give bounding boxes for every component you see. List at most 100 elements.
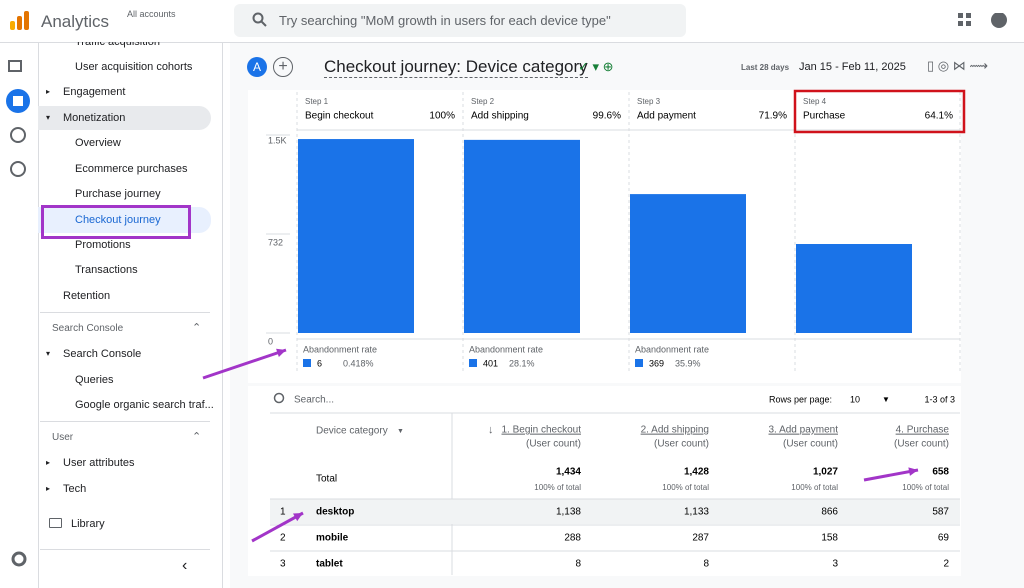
- avatar[interactable]: A: [247, 57, 267, 77]
- nav-item[interactable]: Ecommerce purchases: [75, 163, 188, 175]
- caret[interactable]: ▸: [46, 87, 51, 96]
- nav-item[interactable]: Transactions: [75, 264, 138, 276]
- step-name: Add shipping: [471, 111, 529, 122]
- cell: 8: [575, 559, 581, 570]
- column-unit: (User count): [654, 439, 709, 450]
- cell: 288: [564, 533, 581, 544]
- total-value: 658: [932, 467, 949, 478]
- abandon-count: 369: [649, 358, 664, 368]
- column-header: 1. Begin checkout: [502, 425, 582, 436]
- section-header[interactable]: User: [52, 432, 74, 443]
- step-label: Step 1: [305, 97, 329, 106]
- cell: 1: [280, 507, 286, 518]
- section-header[interactable]: Search Console: [52, 323, 124, 334]
- highlight-box: [793, 89, 966, 134]
- cell: 587: [932, 507, 949, 518]
- total-value: 1,428: [684, 467, 709, 478]
- dimension-caret: ▼: [397, 428, 404, 435]
- column-unit: (User count): [894, 439, 949, 450]
- search-icon: [252, 12, 267, 27]
- bar: [796, 244, 912, 333]
- cell: 866: [821, 507, 838, 518]
- cell: 158: [821, 533, 838, 544]
- step-label: Step 4: [803, 97, 827, 106]
- cell: 3: [280, 559, 286, 570]
- toolbar-icons[interactable]: ▯ ◎ ⋈ ⟿: [927, 58, 988, 73]
- nav-item[interactable]: Retention: [63, 290, 111, 302]
- date-prefix[interactable]: Last 28 days: [741, 63, 790, 72]
- account-label[interactable]: All accounts: [127, 9, 176, 19]
- nav-rail: [0, 43, 39, 588]
- app-name: Analytics: [41, 12, 110, 31]
- annotation-box: [41, 205, 191, 239]
- step-label: Step 2: [471, 97, 495, 106]
- abandon-rate: 0.418%: [343, 358, 374, 368]
- row-highlight: [270, 499, 960, 524]
- settings-icon[interactable]: [10, 550, 28, 568]
- sort-arrow: ↓: [488, 424, 494, 436]
- cell: 2: [943, 559, 949, 570]
- library-icon[interactable]: [49, 518, 62, 528]
- abandon-rate: 28.1%: [509, 358, 535, 368]
- report-title[interactable]: Checkout journey: Device category: [324, 57, 588, 78]
- step-name: Begin checkout: [305, 111, 374, 122]
- nav-item[interactable]: Library: [71, 518, 105, 530]
- step-name: Add payment: [637, 111, 696, 122]
- search-box[interactable]: [234, 4, 686, 37]
- cell: 1,133: [684, 507, 709, 518]
- cell: desktop: [316, 507, 354, 518]
- nav-item[interactable]: Purchase journey: [75, 188, 161, 200]
- annotation-arrow: [863, 468, 919, 482]
- caret[interactable]: ▸: [46, 484, 51, 493]
- nav-item[interactable]: Traffic acquisition: [75, 36, 160, 48]
- total-share: 100% of total: [902, 483, 949, 492]
- column-unit: (User count): [783, 439, 838, 450]
- nav-item[interactable]: User attributes: [63, 457, 135, 469]
- bar: [630, 194, 746, 333]
- collapse-icon[interactable]: ‹: [182, 557, 188, 574]
- abandon-swatch: [635, 359, 643, 367]
- step-rate: 100%: [429, 111, 455, 122]
- nav-item[interactable]: Google organic search traf...: [75, 399, 214, 411]
- arrow-head: [276, 348, 286, 357]
- nav-item[interactable]: Promotions: [75, 239, 131, 251]
- step-rate: 71.9%: [759, 111, 787, 122]
- rows-value: 10: [850, 394, 860, 404]
- step-rate: 64.1%: [925, 111, 953, 122]
- date-range[interactable]: Jan 15 - Feb 11, 2025: [799, 61, 906, 73]
- abandon-swatch: [303, 359, 311, 367]
- table-card: [248, 386, 961, 576]
- total-label: Total: [316, 474, 337, 485]
- section-caret[interactable]: ⌃: [192, 322, 202, 334]
- caret[interactable]: ▾: [46, 349, 51, 358]
- column-header: 4. Purchase: [896, 425, 950, 436]
- column-header: 3. Add payment: [769, 425, 839, 436]
- bar: [298, 139, 414, 333]
- arrow-head: [908, 467, 918, 476]
- section-caret[interactable]: ⌃: [192, 431, 202, 443]
- logo: [10, 11, 29, 30]
- nav-item[interactable]: Monetization: [63, 112, 126, 124]
- nav-item[interactable]: Search Console: [63, 348, 142, 360]
- top-bar: [0, 0, 1024, 43]
- nav-item[interactable]: User acquisition cohorts: [75, 61, 193, 73]
- abandon-label: Abandonment rate: [635, 344, 709, 354]
- nav-item[interactable]: Checkout journey: [75, 214, 161, 226]
- annotation-arrow: [251, 511, 304, 543]
- abandon-count: 401: [483, 358, 498, 368]
- add-comparison[interactable]: +: [273, 57, 293, 77]
- nav-item[interactable]: Tech: [63, 483, 87, 495]
- step-label: Step 3: [637, 97, 661, 106]
- search-placeholder[interactable]: Try searching "MoM growth in users for e…: [279, 13, 611, 28]
- caret[interactable]: ▾: [46, 113, 51, 122]
- nav-item[interactable]: Engagement: [63, 86, 126, 98]
- nav-item[interactable]: Overview: [75, 137, 121, 149]
- annotation-arrow: [202, 348, 287, 380]
- rail-icons[interactable]: [6, 55, 32, 185]
- status-icon: ✓ ▾ ⊕: [578, 59, 614, 74]
- nav-item[interactable]: Queries: [75, 374, 114, 386]
- caret[interactable]: ▸: [46, 458, 51, 467]
- top-icons[interactable]: [958, 13, 1012, 29]
- total-share: 100% of total: [791, 483, 838, 492]
